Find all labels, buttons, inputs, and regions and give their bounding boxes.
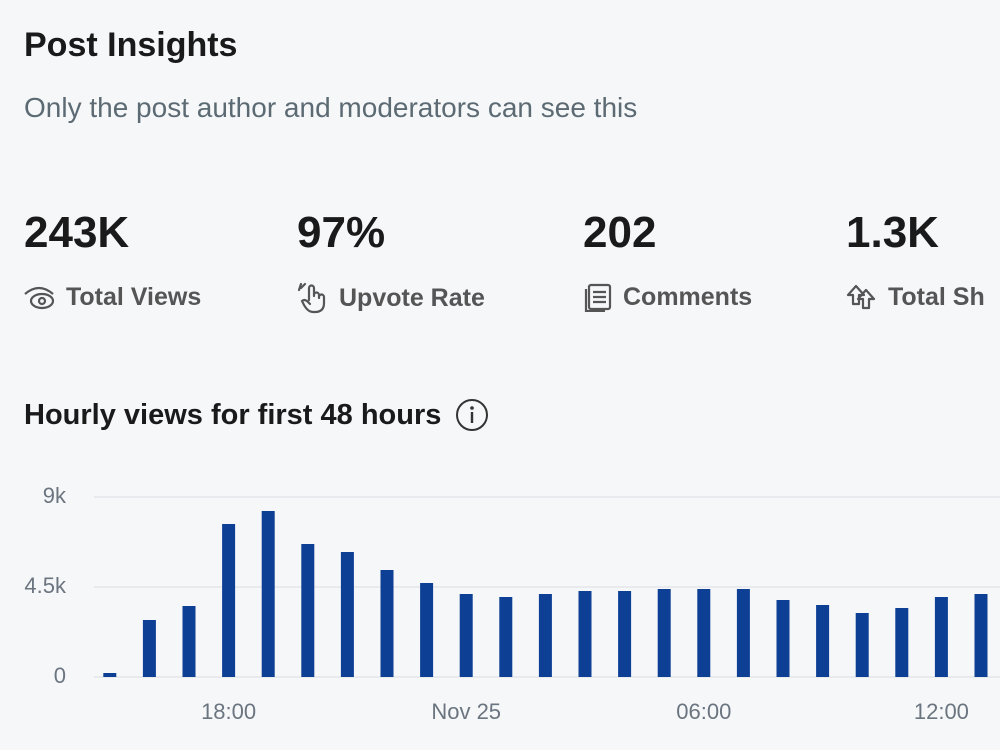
stat-value: 243K (24, 208, 130, 257)
stat-value: 1.3K (846, 208, 939, 257)
stat-label: Total Views (66, 282, 202, 311)
y-tick-label: 9k (43, 483, 67, 508)
bar (657, 589, 671, 677)
bar (420, 583, 434, 677)
bar (697, 589, 711, 677)
stat-label-row: Upvote Rate (297, 282, 485, 314)
bar (776, 600, 790, 677)
y-tick-label: 4.5k (24, 573, 67, 598)
x-tick-label: 18:00 (201, 699, 256, 724)
upvote-icon (297, 282, 326, 314)
stat-label: Total Sh (888, 282, 985, 311)
bar (974, 594, 988, 677)
bar (103, 673, 117, 677)
bar (934, 597, 948, 677)
bar (142, 620, 156, 677)
bar (618, 591, 632, 677)
bar (340, 552, 354, 677)
stat-label-row: Comments (583, 282, 752, 312)
chart-title: Hourly views for first 48 hours (24, 398, 442, 431)
chart: 0 4.5k 9k 18:00 Nov 25 06:00 12:00 (24, 483, 1000, 724)
share-icon (846, 284, 876, 310)
comments-icon (584, 283, 612, 312)
bar (261, 511, 275, 677)
bar (459, 594, 473, 677)
bar (301, 544, 315, 677)
bar (538, 594, 552, 677)
bar (222, 524, 236, 677)
bar (855, 613, 869, 677)
bar (895, 608, 909, 677)
stat-value: 202 (583, 208, 657, 257)
page-title: Post Insights (24, 26, 238, 64)
page-subtitle: Only the post author and moderators can … (24, 92, 638, 123)
bar (380, 570, 394, 677)
stat-label: Upvote Rate (339, 283, 485, 312)
info-icon[interactable] (455, 398, 489, 432)
stat-label: Comments (623, 282, 753, 311)
bar (499, 597, 513, 677)
stat-label-row: Total Sh (846, 282, 985, 312)
bar (182, 606, 196, 677)
stat-label-row: Total Views (22, 282, 201, 312)
x-tick-label: 12:00 (914, 699, 969, 724)
stat-value: 97% (297, 208, 386, 257)
chart-title-row: Hourly views for first 48 hours (24, 398, 489, 432)
y-tick-label: 0 (54, 663, 66, 688)
bar (816, 605, 830, 677)
x-tick-label: Nov 25 (431, 699, 501, 724)
bar (578, 591, 592, 677)
x-tick-label: 06:00 (676, 699, 731, 724)
views-icon (24, 286, 55, 310)
bar (736, 589, 750, 677)
